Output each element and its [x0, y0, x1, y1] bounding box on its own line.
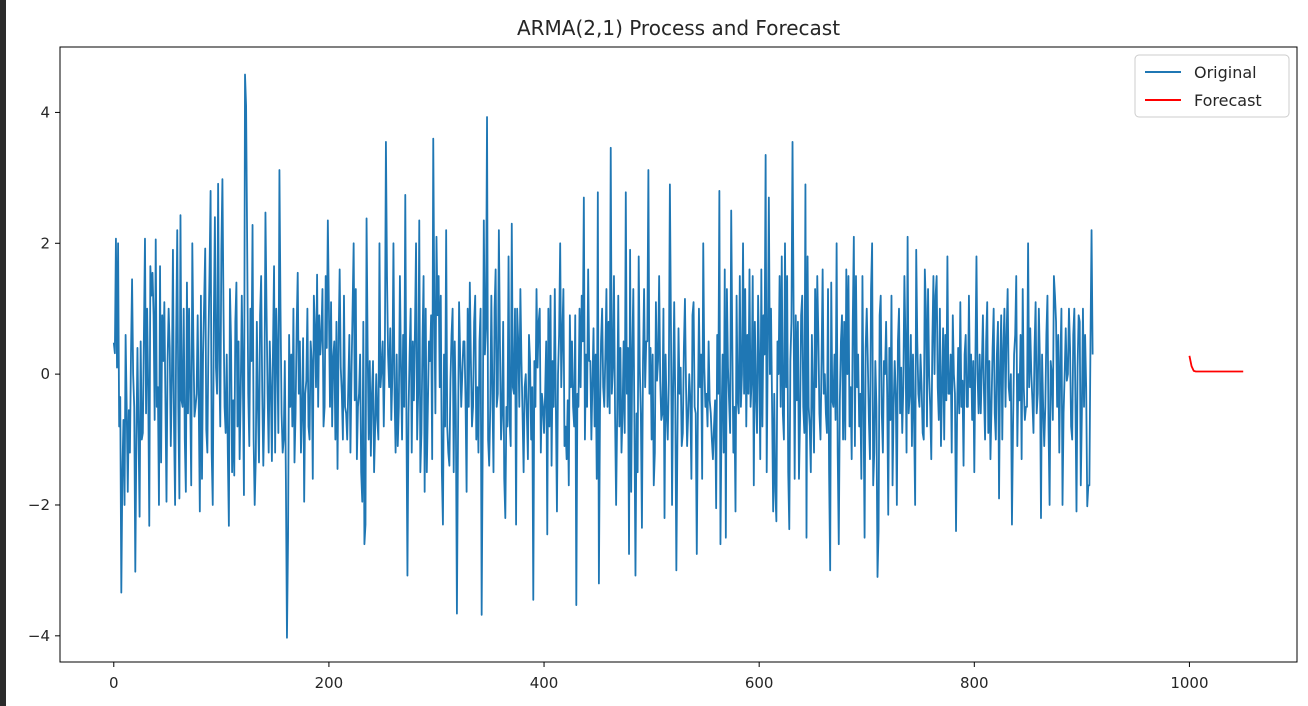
- chart-title: ARMA(2,1) Process and Forecast: [517, 16, 840, 40]
- y-tick-label: 0: [40, 365, 50, 383]
- plot-frame: [59, 46, 1298, 663]
- series-line-forecast: [1188, 355, 1244, 373]
- legend-box: [1134, 54, 1290, 118]
- window-edge: [0, 0, 6, 706]
- x-tick-label: 400: [530, 674, 559, 692]
- x-tick-label: 800: [960, 674, 989, 692]
- legend-label-original: Original: [1194, 63, 1257, 82]
- legend: Original Forecast: [1134, 54, 1290, 118]
- x-tick-label: 200: [315, 674, 344, 692]
- ticks-layer: 0 200 400 600 800 1000 −4 −2 0 2 4: [28, 103, 1209, 692]
- y-tick-label: 2: [40, 234, 50, 252]
- legend-label-forecast: Forecast: [1194, 91, 1262, 110]
- x-tick-label: 1000: [1170, 674, 1208, 692]
- series-line-original: [112, 73, 1094, 639]
- y-tick-label: −2: [28, 496, 50, 514]
- series-layer: [112, 73, 1244, 639]
- x-tick-label: 0: [109, 674, 119, 692]
- x-tick-label: 600: [745, 674, 774, 692]
- y-tick-label: 4: [40, 103, 50, 121]
- y-tick-label: −4: [28, 627, 50, 645]
- plot-area: [59, 46, 1298, 663]
